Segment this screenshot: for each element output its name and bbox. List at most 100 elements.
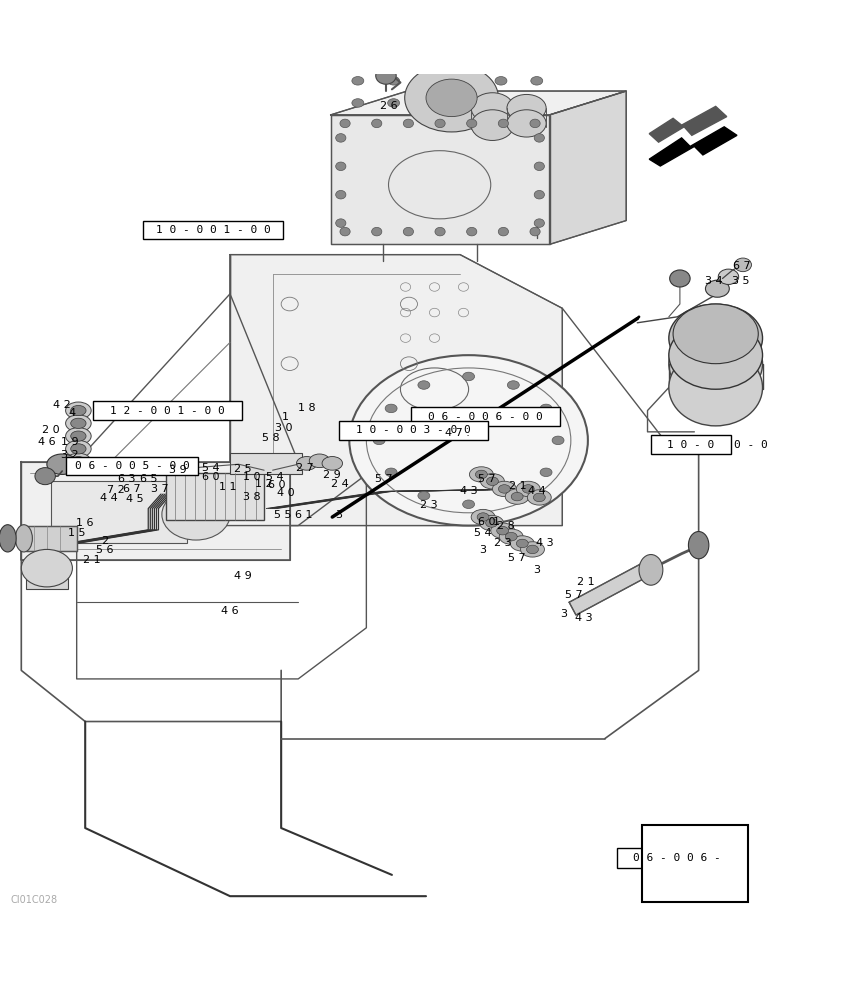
- Text: 6 3: 6 3: [118, 474, 135, 484]
- Bar: [26, 560, 68, 589]
- Text: 1 8: 1 8: [298, 403, 315, 413]
- Ellipse shape: [388, 99, 400, 107]
- Text: 5 4: 5 4: [475, 528, 492, 538]
- Text: 4 4: 4 4: [528, 486, 545, 496]
- Ellipse shape: [669, 349, 763, 426]
- Bar: [642, 825, 748, 902]
- Text: 3 7: 3 7: [152, 484, 169, 494]
- Ellipse shape: [0, 525, 16, 552]
- Text: 3: 3: [533, 565, 540, 575]
- Text: 5 5: 5 5: [274, 510, 291, 520]
- Ellipse shape: [497, 526, 509, 535]
- Ellipse shape: [340, 227, 350, 236]
- Ellipse shape: [322, 457, 343, 470]
- Ellipse shape: [507, 94, 546, 122]
- Text: 1 5: 1 5: [68, 528, 85, 538]
- Text: 4 0: 4 0: [278, 488, 295, 498]
- Ellipse shape: [296, 457, 317, 470]
- Ellipse shape: [511, 492, 523, 501]
- Text: 5 7: 5 7: [509, 553, 526, 563]
- Text: 2 5: 2 5: [234, 464, 251, 474]
- Text: 3 9: 3 9: [170, 465, 187, 475]
- Bar: [411, 407, 560, 426]
- Bar: [66, 457, 198, 475]
- Ellipse shape: [639, 555, 663, 585]
- Ellipse shape: [491, 523, 515, 538]
- Text: 2 8: 2 8: [498, 521, 515, 531]
- Ellipse shape: [534, 162, 544, 171]
- Text: 5 6: 5 6: [96, 545, 113, 555]
- Text: 2 6: 2 6: [380, 101, 397, 111]
- Text: 2 0: 2 0: [43, 425, 60, 435]
- Ellipse shape: [336, 190, 346, 199]
- Ellipse shape: [467, 119, 477, 128]
- Text: 4 3: 4 3: [575, 613, 592, 623]
- Text: 2 3: 2 3: [494, 538, 511, 548]
- Ellipse shape: [477, 513, 489, 521]
- Ellipse shape: [71, 444, 86, 454]
- Ellipse shape: [534, 219, 544, 227]
- Text: 3: 3: [336, 510, 343, 520]
- Text: 2 1: 2 1: [509, 481, 527, 491]
- Ellipse shape: [385, 468, 397, 477]
- Bar: [94, 401, 242, 420]
- Text: 5 7: 5 7: [565, 590, 582, 600]
- Ellipse shape: [309, 454, 330, 468]
- Ellipse shape: [673, 304, 758, 364]
- Polygon shape: [550, 91, 626, 244]
- Ellipse shape: [531, 77, 543, 85]
- Ellipse shape: [530, 227, 540, 236]
- Text: CI01C028: CI01C028: [10, 895, 57, 905]
- Text: 2 1: 2 1: [578, 577, 595, 587]
- Ellipse shape: [66, 428, 91, 445]
- Text: 5 7: 5 7: [478, 474, 495, 484]
- Text: 2: 2: [101, 536, 108, 546]
- Ellipse shape: [540, 468, 552, 477]
- Text: 5 7: 5 7: [376, 474, 393, 484]
- Text: 4 5: 4 5: [126, 494, 143, 504]
- Ellipse shape: [495, 99, 507, 107]
- Ellipse shape: [459, 77, 471, 85]
- Text: 6 5: 6 5: [141, 474, 158, 484]
- Text: 0 6 - 0 0 5 - 0 0: 0 6 - 0 0 5 - 0 0: [75, 461, 189, 471]
- Ellipse shape: [417, 491, 430, 500]
- Ellipse shape: [463, 500, 475, 509]
- Ellipse shape: [352, 99, 364, 107]
- Ellipse shape: [486, 477, 498, 486]
- Ellipse shape: [471, 93, 514, 123]
- Ellipse shape: [499, 529, 523, 544]
- Ellipse shape: [66, 453, 91, 470]
- Polygon shape: [21, 462, 290, 560]
- Ellipse shape: [376, 67, 396, 84]
- Ellipse shape: [522, 485, 534, 493]
- Ellipse shape: [371, 119, 382, 128]
- Ellipse shape: [423, 77, 435, 85]
- Text: 6 7: 6 7: [124, 484, 141, 494]
- Text: 3: 3: [480, 545, 486, 555]
- Ellipse shape: [507, 381, 519, 389]
- Ellipse shape: [521, 542, 544, 557]
- Text: 3 2: 3 2: [61, 450, 78, 460]
- Text: 1 2 - 0 0 1 - 0 0: 1 2 - 0 0 1 - 0 0: [111, 406, 225, 416]
- Ellipse shape: [459, 99, 471, 107]
- Bar: [142, 221, 283, 239]
- Ellipse shape: [475, 470, 487, 479]
- Text: 2 3: 2 3: [420, 500, 437, 510]
- Ellipse shape: [471, 509, 495, 525]
- Text: 3 0: 3 0: [275, 423, 292, 433]
- Ellipse shape: [467, 227, 477, 236]
- Ellipse shape: [71, 431, 86, 441]
- Ellipse shape: [35, 468, 55, 485]
- Ellipse shape: [734, 258, 751, 272]
- Polygon shape: [569, 564, 648, 615]
- Ellipse shape: [66, 440, 91, 457]
- Polygon shape: [649, 106, 727, 142]
- Ellipse shape: [371, 227, 382, 236]
- Ellipse shape: [480, 515, 504, 531]
- Text: 1 2: 1 2: [256, 479, 273, 489]
- Ellipse shape: [162, 489, 230, 540]
- Polygon shape: [649, 127, 737, 166]
- Text: 4 7 .: 4 7 .: [445, 428, 470, 438]
- Ellipse shape: [435, 227, 445, 236]
- Text: 4 6: 4 6: [222, 606, 239, 616]
